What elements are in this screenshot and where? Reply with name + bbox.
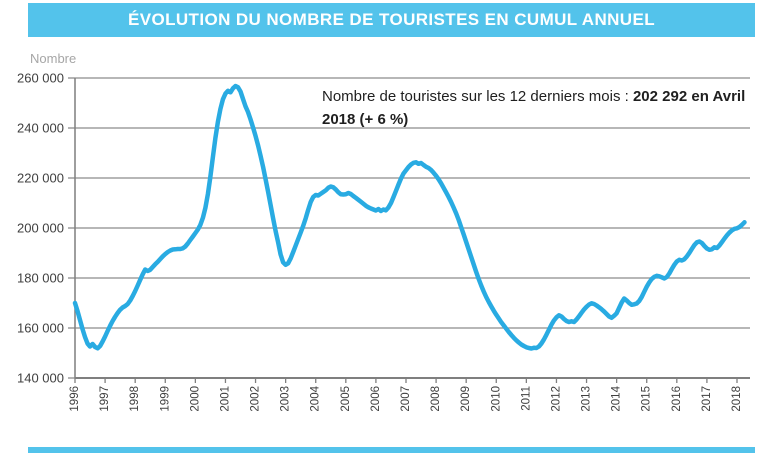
x-tick-label: 2007: [400, 386, 412, 412]
x-tick-label: 2010: [490, 386, 502, 412]
page-title: ÉVOLUTION DU NOMBRE DE TOURISTES EN CUMU…: [127, 10, 656, 29]
header-banner: ÉVOLUTION DU NOMBRE DE TOURISTES EN CUMU…: [28, 3, 755, 37]
x-tick-label: 2005: [340, 386, 352, 412]
x-tick-label: 1998: [129, 386, 141, 412]
x-tick-label: 2001: [219, 386, 231, 412]
y-axis-title: Nombre: [30, 51, 77, 66]
y-tick-label: 140 000: [17, 371, 64, 386]
x-tick-label: 2000: [189, 386, 201, 412]
x-tick-label: 2004: [310, 385, 322, 411]
y-tick-label: 260 000: [17, 71, 64, 86]
x-tick-label: 1996: [69, 386, 81, 412]
x-tick-label: 2014: [611, 385, 623, 411]
x-tick-label: 2016: [671, 386, 683, 412]
x-tick-label: 1997: [99, 386, 111, 412]
x-tick-label: 2002: [250, 386, 262, 412]
y-tick-label: 180 000: [17, 271, 64, 286]
x-tick-label: 2012: [550, 386, 562, 412]
x-tick-label: 2018: [731, 386, 743, 412]
x-tick-label: 2013: [581, 386, 593, 412]
y-tick-label: 160 000: [17, 321, 64, 336]
chart-annotation: Nombre de touristes sur les 12 derniers …: [322, 85, 756, 132]
x-tick-label: 2003: [280, 386, 292, 412]
x-tick-label: 2006: [370, 386, 382, 412]
x-tick-label: 2008: [430, 386, 442, 412]
y-tick-label: 200 000: [17, 221, 64, 236]
tourists-series-line: [72, 83, 747, 351]
line-chart: 140 000 160 000 180 000 200 000 220 000 240 0…: [17, 71, 750, 412]
y-tick-label: 220 000: [17, 171, 64, 186]
annotation-text: Nombre de touristes sur les 12 derniers …: [322, 88, 633, 105]
x-tick-label: 2017: [701, 386, 713, 412]
x-tick-label: 2009: [460, 386, 472, 412]
bottom-banner-edge: [28, 447, 755, 453]
x-tick-label: 1999: [159, 386, 171, 412]
y-tick-label: 240 000: [17, 121, 64, 136]
x-tick-label: 2011: [520, 386, 532, 411]
annotation-highlight: 202 292 en Avril 2018 (+ 6 %): [322, 88, 746, 129]
x-tick-label: 2015: [641, 386, 653, 412]
